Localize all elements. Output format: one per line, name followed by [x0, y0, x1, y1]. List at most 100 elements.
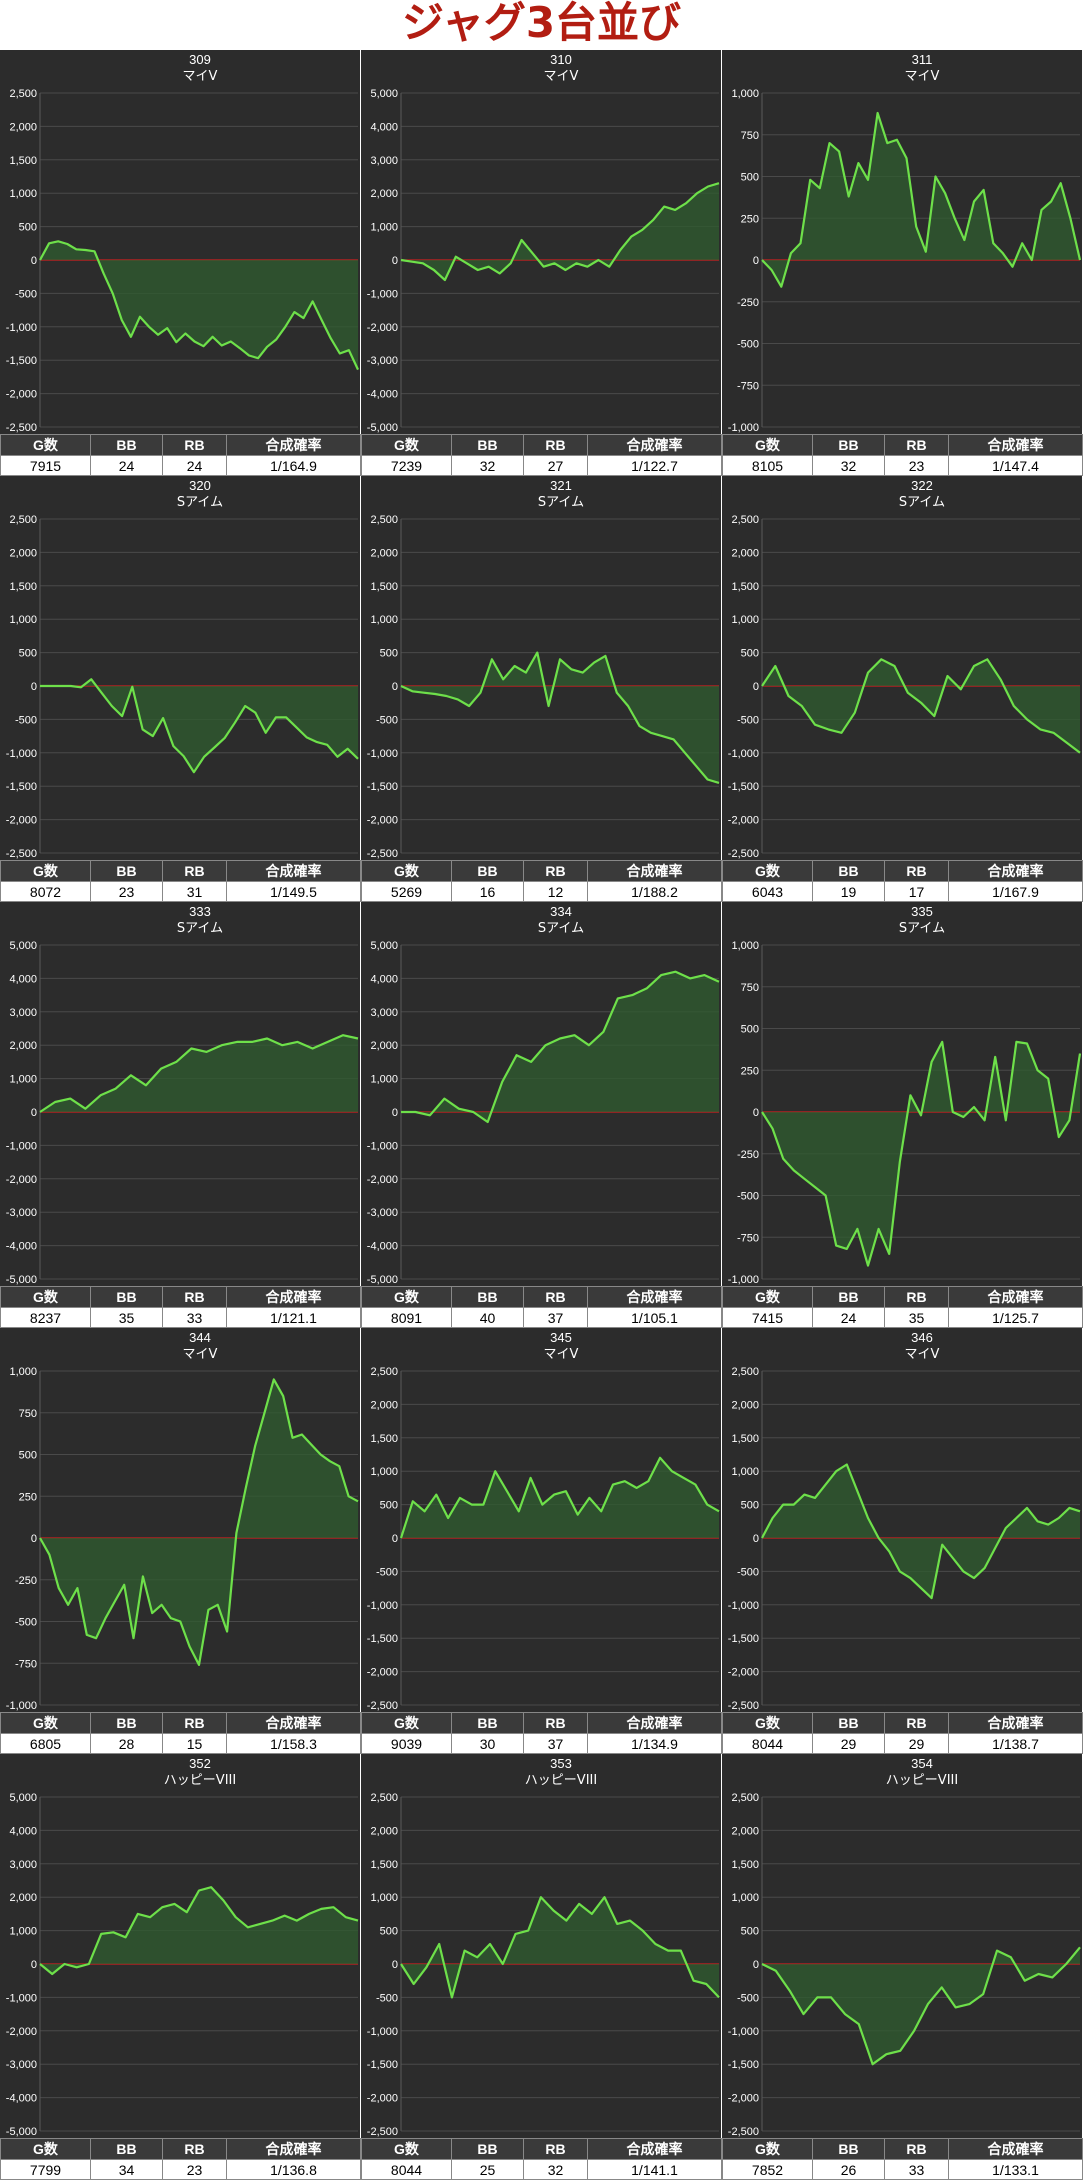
- y-tick-label: 0: [392, 1107, 398, 1119]
- y-tick-label: 2,000: [731, 547, 759, 559]
- games-value: 8044: [361, 2159, 452, 2180]
- chart-309: 309 マイV -2,500 -2,000 -1,500 -1,000 -500 0 500 1,…: [6, 52, 359, 434]
- header-bb: BB: [812, 434, 885, 456]
- y-tick-label: 1,500: [9, 581, 37, 593]
- chart-panel-334: 334 Sアイム -5,000 -4,000 -3,000 -2,000 -1,000 0 1,…: [361, 902, 722, 1328]
- stats-table: G数 BB RB 合成確率 7239 32 27 1/122.7: [361, 434, 722, 476]
- y-tick-label: -5,000: [6, 1274, 37, 1286]
- y-tick-label: 2,000: [731, 1825, 759, 1837]
- games-value: 8044: [722, 1733, 813, 1754]
- header-probability: 合成確率: [948, 1712, 1083, 1734]
- header-bb: BB: [90, 2138, 163, 2160]
- y-tick-label: -4,000: [6, 1241, 37, 1253]
- header-rb: RB: [884, 1286, 949, 1308]
- series-line: [39, 1886, 359, 1976]
- series-area: [762, 1041, 1080, 1266]
- machine-number: 309: [189, 52, 211, 67]
- series-area: [762, 1947, 1080, 2065]
- header-probability: 合成確率: [226, 1286, 361, 1308]
- header-rb: RB: [884, 1712, 949, 1734]
- machine-number: 320: [189, 478, 211, 493]
- header-games: G数: [0, 434, 91, 456]
- games-value: 6805: [0, 1733, 91, 1754]
- y-tick-label: -500: [737, 1566, 759, 1578]
- machine-model: Sアイム: [177, 921, 223, 936]
- bb-value: 32: [812, 455, 885, 476]
- series-area: [762, 113, 1080, 287]
- header-bb: BB: [90, 1286, 163, 1308]
- header-games: G数: [0, 1286, 91, 1308]
- machine-model: Sアイム: [899, 921, 945, 936]
- machine-number: 310: [550, 52, 572, 67]
- header-probability: 合成確率: [948, 2138, 1083, 2160]
- y-tick-label: 2,500: [731, 514, 759, 526]
- y-tick-label: -1,500: [367, 1633, 398, 1645]
- machine-model: マイV: [905, 69, 940, 84]
- y-tick-label: 1,500: [370, 1433, 398, 1445]
- header-probability: 合成確率: [226, 860, 361, 882]
- y-tick-label: -750: [737, 380, 759, 392]
- y-tick-label: 2,500: [9, 88, 37, 100]
- y-tick-label: -5,000: [6, 2126, 37, 2138]
- header-rb: RB: [523, 434, 588, 456]
- series-line: [39, 240, 359, 371]
- chart-panel-335: 335 Sアイム -1,000 -750 -500 -250 0 250 500 750 1,000…: [722, 902, 1083, 1328]
- y-tick-label: 2,000: [370, 188, 398, 200]
- chart-panel-310: 310 マイV -5,000 -4,000 -3,000 -2,000 -1,000 0 1,0…: [361, 50, 722, 476]
- y-tick-label: -250: [737, 297, 759, 309]
- probability-value: 1/141.1: [587, 2159, 722, 2180]
- series-area: [401, 183, 719, 280]
- chart-panel-346: 346 マイV -2,500 -2,000 -1,500 -1,000 -500 0 500 1,…: [722, 1328, 1083, 1754]
- bb-value: 30: [451, 1733, 524, 1754]
- rb-value: 27: [523, 455, 588, 476]
- y-tick-label: 500: [380, 1926, 398, 1938]
- y-tick-label: -1,000: [6, 1700, 37, 1712]
- y-tick-label: 2,000: [9, 1040, 37, 1052]
- probability-value: 1/167.9: [948, 881, 1083, 902]
- bb-value: 25: [451, 2159, 524, 2180]
- series-line: [401, 970, 720, 1124]
- y-tick-label: 1,000: [9, 1926, 37, 1938]
- y-tick-label: -4,000: [6, 2093, 37, 2105]
- bb-value: 40: [451, 1307, 524, 1328]
- y-tick-label: -500: [376, 1992, 398, 2004]
- header-probability: 合成確率: [226, 1712, 361, 1734]
- y-tick-label: 2,500: [370, 1366, 398, 1378]
- header-games: G数: [361, 434, 452, 456]
- y-tick-label: 0: [753, 1959, 759, 1971]
- chart-grid: 309 マイV -2,500 -2,000 -1,500 -1,000 -500 0 500 1,…: [0, 50, 1083, 2180]
- y-tick-label: 5,000: [370, 940, 398, 952]
- header-bb: BB: [812, 2138, 885, 2160]
- header-probability: 合成確率: [587, 860, 722, 882]
- header-bb: BB: [451, 434, 524, 456]
- y-tick-label: 0: [753, 1107, 759, 1119]
- rb-value: 35: [884, 1307, 949, 1328]
- y-tick-label: 0: [753, 681, 759, 693]
- y-tick-label: 1,000: [370, 1074, 398, 1086]
- header-probability: 合成確率: [226, 434, 361, 456]
- header-probability: 合成確率: [948, 1286, 1083, 1308]
- y-tick-label: -1,000: [367, 1600, 398, 1612]
- machine-number: 344: [189, 1330, 211, 1345]
- y-tick-label: 500: [380, 648, 398, 660]
- header-probability: 合成確率: [587, 1286, 722, 1308]
- stats-table: G数 BB RB 合成確率 8091 40 37 1/105.1: [361, 1286, 722, 1328]
- header-games: G数: [361, 2138, 452, 2160]
- probability-value: 1/164.9: [226, 455, 361, 476]
- rb-value: 33: [162, 1307, 227, 1328]
- bb-value: 35: [90, 1307, 163, 1328]
- header-games: G数: [722, 434, 813, 456]
- y-tick-label: -2,000: [367, 1667, 398, 1679]
- y-tick-label: 1,500: [9, 155, 37, 167]
- header-rb: RB: [523, 1286, 588, 1308]
- y-tick-label: 2,000: [9, 121, 37, 133]
- y-tick-label: -1,500: [6, 781, 37, 793]
- stats-table: G数 BB RB 合成確率 8044 29 29 1/138.7: [722, 1712, 1083, 1754]
- y-tick-label: 1,000: [370, 222, 398, 234]
- y-tick-label: -4,000: [367, 1241, 398, 1253]
- series-area: [401, 652, 719, 783]
- series-line: [40, 678, 359, 774]
- machine-model: Sアイム: [177, 495, 223, 510]
- header-rb: RB: [523, 1712, 588, 1734]
- series-line: [761, 111, 1082, 288]
